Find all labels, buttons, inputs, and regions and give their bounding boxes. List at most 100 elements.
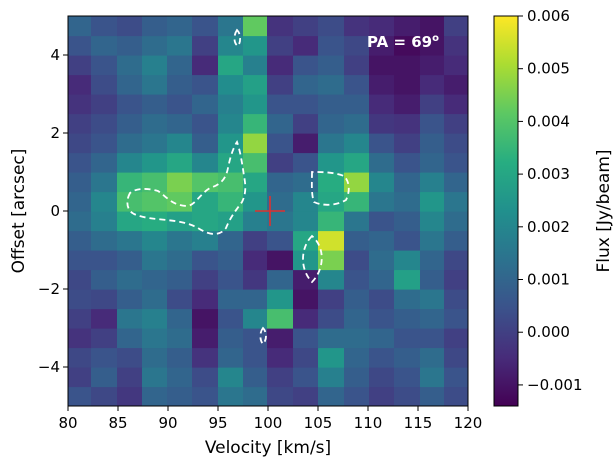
heatmap-cell [344,308,370,329]
heatmap-cell [243,367,268,388]
heatmap-cell [117,55,143,76]
heatmap-cell [420,172,445,193]
x-axis: 80 85 90 95 100 105 110 115 120 [58,406,482,432]
heatmap-cell [344,289,370,310]
heatmap-cell [318,172,345,193]
heatmap-cell [218,211,244,232]
heatmap-cell [394,74,421,95]
heatmap-cell [394,367,421,388]
heatmap-cell [293,328,319,349]
heatmap-cell [218,55,244,76]
heatmap-cell [91,250,118,271]
heatmap-cell [444,133,468,154]
heatmap-cell [142,211,168,232]
heatmap-cell [394,16,421,37]
heatmap-cell [68,35,92,56]
heatmap-cell [68,74,92,95]
colorbar-label: Flux [Jy/beam] [594,149,614,272]
colorbar-tick-label: 0.000 [527,323,570,341]
heatmap-cell [91,230,118,251]
heatmap-cell [344,386,370,406]
y-axis-label: Offset [arcsec] [9,149,29,274]
heatmap-cell [167,172,193,193]
heatmap-cell [318,191,345,212]
heatmap-cell [192,230,219,251]
heatmap-cell [318,55,345,76]
heatmap-cell [293,367,319,388]
heatmap-cell [444,289,468,310]
heatmap-cell [117,367,143,388]
heatmap-cell [192,386,219,406]
heatmap-cell [444,191,468,212]
heatmap-cell [318,74,345,95]
heatmap-cell [68,172,92,193]
heatmap-cell [318,269,345,290]
heatmap-cell [344,55,370,76]
heatmap-cell [267,152,294,173]
heatmap-cell [192,35,219,56]
heatmap-cell [394,386,421,406]
heatmap-cell [267,133,294,154]
heatmap-cell [167,367,193,388]
x-tick-label: 95 [208,414,227,432]
heatmap-cell [192,113,219,134]
heatmap-cell [420,133,445,154]
heatmap-cell [167,74,193,95]
heatmap-cell [318,367,345,388]
heatmap-cell [91,347,118,368]
heatmap-cell [167,55,193,76]
heatmap-cell [394,211,421,232]
heatmap-cell [117,386,143,406]
heatmap-cell [369,94,395,115]
heatmap-cell [91,211,118,232]
heatmap-cell [293,35,319,56]
heatmap-cell [91,328,118,349]
heatmap-cell [167,113,193,134]
heatmap-cell [68,133,92,154]
heatmap-cell [394,289,421,310]
heatmap-cell [68,230,92,251]
heatmap-cell [318,250,345,271]
heatmap-cell [117,191,143,212]
heatmap-cell [91,94,118,115]
heatmap-cell [344,172,370,193]
heatmap-cell [293,113,319,134]
heatmap-cell [444,35,468,56]
heatmap-cell [243,250,268,271]
heatmap-cell [192,367,219,388]
contour-group [126,28,350,346]
heatmap-cell [369,269,395,290]
colorbar-ticks: −0.001 0.000 0.001 0.002 0.003 0.004 0.005 0.00… [518,7,583,394]
heatmap-cell [318,308,345,329]
heatmap-cell [218,250,244,271]
heatmap-cell [318,152,345,173]
heatmap-cell [444,230,468,251]
contour-top-small [233,28,242,48]
heatmap-cell [420,269,445,290]
heatmap-cell [267,269,294,290]
heatmap-cell [167,35,193,56]
x-axis-label: Velocity [km/s] [205,438,331,458]
heatmap-cell [394,172,421,193]
heatmap-cell [218,386,244,406]
heatmap-cell [318,211,345,232]
heatmap-cell [394,35,421,56]
heatmap-cell [394,55,421,76]
contour-bottom-small [259,326,267,346]
y-tick-label: 4 [50,46,60,64]
colorbar: −0.001 0.000 0.001 0.002 0.003 0.004 0.005 0.00… [493,7,614,407]
heatmap-cell [394,152,421,173]
heatmap-cell [394,250,421,271]
heatmap-cell [243,74,268,95]
heatmap-cell [344,74,370,95]
heatmap-cell [117,152,143,173]
heatmap-cell [167,289,193,310]
heatmap-cell [369,113,395,134]
heatmap-cell [420,35,445,56]
heatmap-cell [117,113,143,134]
heatmap-cell [369,308,395,329]
heatmap-cell [192,269,219,290]
heatmap-cell [243,328,268,349]
heatmap-cell [444,269,468,290]
heatmap-cell [91,367,118,388]
